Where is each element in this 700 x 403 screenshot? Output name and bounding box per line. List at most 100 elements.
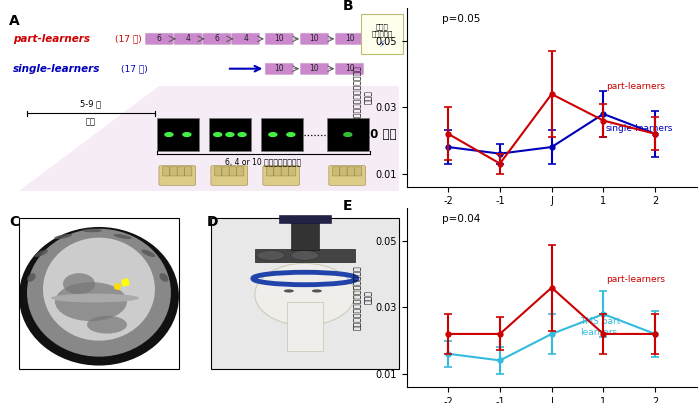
Circle shape	[165, 133, 173, 137]
Bar	[360, 14, 402, 54]
Text: 10: 10	[309, 34, 319, 44]
Text: X 20 試行: X 20 試行	[349, 128, 397, 141]
FancyBboxPatch shape	[288, 167, 296, 176]
Y-axis label: ボタン押し間隔のばらつき変化
（秒）: ボタン押し間隔のばらつき変化 （秒）	[354, 65, 373, 130]
Bar	[327, 118, 369, 151]
Text: 10: 10	[309, 64, 319, 73]
FancyBboxPatch shape	[185, 167, 192, 176]
Text: 4: 4	[186, 34, 190, 44]
Text: part-learners: part-learners	[606, 82, 665, 91]
Bar	[255, 249, 355, 262]
Ellipse shape	[312, 289, 322, 293]
Ellipse shape	[51, 294, 139, 303]
Text: part-learners: part-learners	[606, 275, 665, 284]
Text: 5-9 秒: 5-9 秒	[80, 100, 101, 109]
FancyBboxPatch shape	[267, 167, 274, 176]
Ellipse shape	[43, 238, 155, 341]
Text: B: B	[343, 0, 354, 13]
Bar	[287, 301, 323, 351]
Circle shape	[269, 133, 277, 137]
FancyBboxPatch shape	[203, 33, 231, 44]
Text: 4: 4	[243, 34, 248, 44]
Text: A: A	[9, 14, 20, 28]
FancyBboxPatch shape	[332, 167, 340, 176]
Ellipse shape	[34, 250, 48, 257]
FancyBboxPatch shape	[335, 33, 363, 44]
Text: 6, 4 or 10 のボタン押し系列: 6, 4 or 10 のボタン押し系列	[225, 158, 301, 167]
Circle shape	[214, 133, 222, 137]
Ellipse shape	[55, 282, 127, 321]
Text: single-learners: single-learners	[606, 124, 673, 133]
FancyBboxPatch shape	[174, 33, 202, 44]
FancyBboxPatch shape	[211, 166, 248, 185]
Ellipse shape	[291, 251, 318, 260]
Text: (17 人): (17 人)	[115, 34, 141, 44]
Y-axis label: ボタン押し間隔のばらつき変化
（秒）: ボタン押し間隔のばらつき変化 （秒）	[354, 265, 373, 330]
Bar	[209, 118, 251, 151]
FancyBboxPatch shape	[329, 166, 365, 185]
Ellipse shape	[87, 316, 127, 334]
Text: 6: 6	[157, 34, 162, 44]
Ellipse shape	[27, 273, 36, 282]
Bar	[261, 118, 303, 151]
Text: 10: 10	[274, 34, 284, 44]
FancyBboxPatch shape	[230, 167, 237, 176]
Bar	[19, 218, 179, 369]
Ellipse shape	[19, 227, 179, 366]
FancyBboxPatch shape	[340, 167, 347, 176]
Text: single-learners: single-learners	[13, 64, 100, 74]
Ellipse shape	[27, 229, 171, 357]
FancyBboxPatch shape	[232, 33, 260, 44]
FancyBboxPatch shape	[162, 167, 169, 176]
Polygon shape	[19, 86, 399, 191]
FancyBboxPatch shape	[355, 167, 362, 176]
Text: 10: 10	[274, 64, 284, 73]
FancyBboxPatch shape	[146, 33, 174, 44]
Text: 6: 6	[214, 34, 219, 44]
Text: part-learners: part-learners	[13, 34, 90, 44]
Bar	[211, 218, 399, 369]
Text: 10: 10	[345, 64, 354, 73]
FancyBboxPatch shape	[177, 167, 185, 176]
FancyBboxPatch shape	[281, 167, 288, 176]
Bar	[157, 118, 199, 151]
FancyBboxPatch shape	[170, 167, 177, 176]
FancyBboxPatch shape	[300, 63, 328, 75]
Text: ⚡: ⚡	[379, 39, 385, 49]
FancyBboxPatch shape	[159, 166, 196, 185]
FancyBboxPatch shape	[214, 167, 222, 176]
FancyBboxPatch shape	[300, 33, 328, 44]
Ellipse shape	[141, 250, 155, 257]
Bar	[291, 222, 318, 250]
Circle shape	[183, 133, 191, 137]
Text: p=0.05: p=0.05	[442, 15, 480, 24]
Bar	[279, 216, 331, 223]
FancyBboxPatch shape	[335, 63, 363, 75]
Circle shape	[344, 133, 352, 137]
Ellipse shape	[257, 251, 285, 260]
Circle shape	[287, 133, 295, 137]
Text: 休み: 休み	[86, 117, 96, 126]
Text: E: E	[343, 199, 353, 213]
Text: セッション: セッション	[371, 30, 393, 37]
Ellipse shape	[284, 289, 294, 293]
Ellipse shape	[113, 234, 132, 239]
FancyBboxPatch shape	[265, 33, 293, 44]
Text: p=0.04: p=0.04	[442, 214, 480, 224]
Circle shape	[226, 133, 234, 137]
Ellipse shape	[54, 234, 72, 239]
Text: テスト: テスト	[375, 23, 389, 30]
Text: 10: 10	[345, 34, 354, 44]
FancyBboxPatch shape	[237, 167, 244, 176]
Text: D: D	[207, 214, 218, 229]
Ellipse shape	[82, 229, 102, 232]
FancyBboxPatch shape	[347, 167, 354, 176]
FancyBboxPatch shape	[265, 63, 293, 75]
Ellipse shape	[160, 273, 168, 282]
FancyBboxPatch shape	[274, 167, 281, 176]
Ellipse shape	[63, 273, 95, 295]
Text: TMS part
learners: TMS part learners	[580, 318, 620, 337]
Ellipse shape	[255, 264, 355, 326]
Circle shape	[238, 133, 246, 137]
Text: (17 人): (17 人)	[121, 64, 148, 73]
